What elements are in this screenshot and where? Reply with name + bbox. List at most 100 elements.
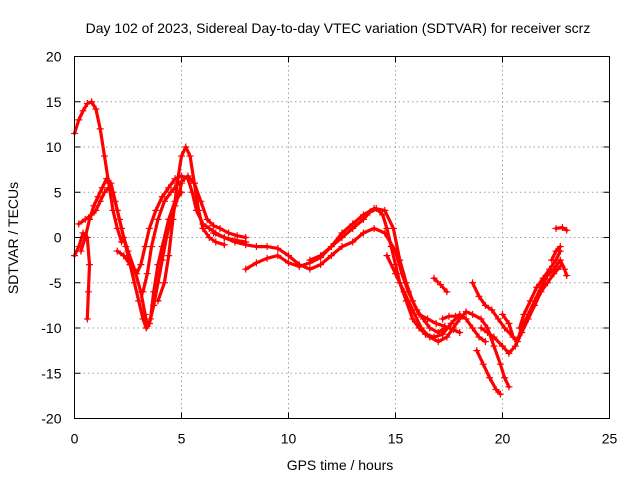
series-line <box>156 145 226 303</box>
data-point <box>475 333 483 341</box>
data-point <box>317 261 325 269</box>
data-point <box>122 243 130 251</box>
data-point <box>94 193 102 201</box>
data-point <box>496 360 504 368</box>
chart-title: Day 102 of 2023, Sidereal Day-to-day VTE… <box>86 20 591 36</box>
data-point <box>490 342 498 350</box>
data-point <box>233 232 241 240</box>
y-tick-label: 10 <box>46 139 62 155</box>
data-point <box>383 224 391 232</box>
data-point <box>327 252 335 260</box>
data-point <box>511 342 519 350</box>
data-point <box>548 256 556 264</box>
data-point <box>178 177 185 185</box>
data-point <box>533 283 541 291</box>
data-point <box>118 224 126 232</box>
data-point <box>537 288 545 296</box>
series-line <box>385 254 511 389</box>
data-point <box>88 98 96 106</box>
data-point <box>79 107 87 115</box>
data-point <box>113 247 121 255</box>
data-point <box>396 256 404 264</box>
data-point <box>199 224 207 232</box>
data-point <box>439 330 447 338</box>
data-point <box>103 175 111 183</box>
data-point <box>338 234 346 241</box>
data-point <box>139 288 147 296</box>
data-point <box>231 238 239 246</box>
data-point <box>90 202 98 210</box>
x-tick-label: 5 <box>178 431 186 447</box>
data-point <box>558 224 566 232</box>
data-point <box>462 315 470 323</box>
data-point <box>443 333 451 341</box>
data-point <box>205 234 213 241</box>
data-point <box>456 315 464 323</box>
x-tick-label: 10 <box>281 431 297 447</box>
data-point <box>285 252 292 260</box>
data-point <box>447 319 455 327</box>
data-point <box>130 279 138 287</box>
data-point <box>167 188 175 196</box>
data-point <box>387 243 395 251</box>
series-arc-12 <box>430 274 451 296</box>
data-point <box>169 215 177 223</box>
data-point <box>203 215 211 223</box>
data-point <box>556 243 564 251</box>
data-point <box>252 243 260 251</box>
data-point <box>492 386 500 394</box>
y-tick-label: -15 <box>41 365 61 381</box>
tick-marks <box>74 56 610 419</box>
data-point <box>158 193 166 201</box>
data-point <box>135 297 143 305</box>
data-point <box>317 252 325 260</box>
y-tick-label: -20 <box>41 411 61 427</box>
data-point <box>154 215 162 223</box>
data-point <box>220 241 228 249</box>
data-point <box>152 206 160 214</box>
data-point <box>561 265 569 273</box>
data-point <box>445 312 453 320</box>
data-point <box>479 360 487 368</box>
data-point <box>381 206 389 214</box>
data-point <box>195 206 203 214</box>
data-point <box>120 252 128 260</box>
data-point <box>160 279 168 287</box>
data-point <box>475 292 483 300</box>
data-point <box>513 338 521 346</box>
data-point <box>109 188 117 196</box>
series-arc-9 <box>242 205 464 337</box>
y-tick-labels: -20 -15 -10 -5 0 5 10 15 20 <box>41 49 61 427</box>
data-point <box>216 224 224 232</box>
data-point <box>274 252 282 260</box>
data-point <box>501 374 509 382</box>
data-point <box>242 241 250 249</box>
data-point <box>163 234 171 241</box>
y-tick-label: 20 <box>46 49 62 65</box>
data-point <box>505 349 513 357</box>
data-point <box>392 261 399 269</box>
data-point <box>83 315 91 323</box>
data-point <box>100 152 108 160</box>
data-point <box>160 197 168 205</box>
data-point <box>496 390 504 398</box>
data-point <box>516 324 524 332</box>
data-point <box>359 229 367 237</box>
data-point <box>392 270 399 278</box>
data-point <box>359 215 367 223</box>
data-point <box>563 226 571 234</box>
data-point <box>158 256 166 264</box>
data-point <box>263 243 271 251</box>
data-point <box>126 261 134 269</box>
data-point <box>145 319 153 327</box>
y-tick-label: -10 <box>41 320 61 336</box>
series-line <box>518 249 562 330</box>
data-point <box>499 342 506 350</box>
data-point <box>212 238 220 246</box>
data-point <box>400 288 408 296</box>
series-arc-20 <box>552 224 571 234</box>
data-point <box>518 329 526 337</box>
data-point <box>165 252 173 260</box>
data-point <box>154 297 162 305</box>
